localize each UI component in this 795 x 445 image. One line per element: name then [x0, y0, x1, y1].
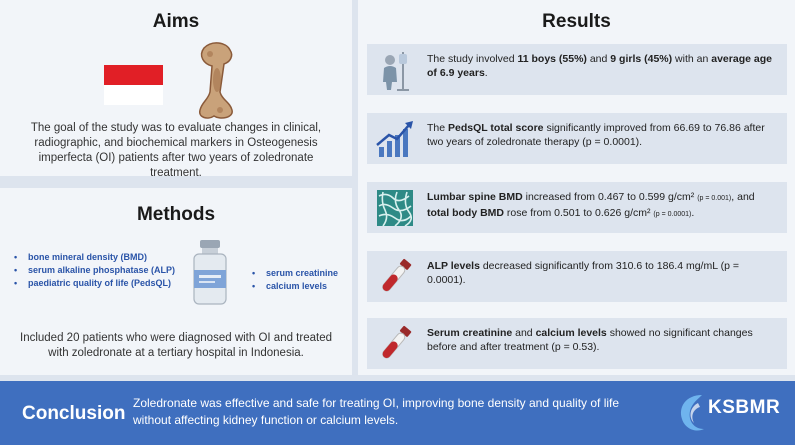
result-card-demographics: The study involved 11 boys (55%) and 9 g…: [367, 44, 787, 95]
list-item: paediatric quality of life (PedsQL): [12, 277, 175, 290]
ksbmr-logo-icon: [680, 395, 704, 431]
list-item: calcium levels: [250, 280, 338, 293]
result-card-creatinine: Serum creatinine and calcium levels show…: [367, 318, 787, 369]
indonesia-flag-icon: [104, 65, 163, 105]
logo-text: KSBMR: [708, 397, 781, 418]
blood-tube-icon: [382, 325, 412, 359]
ksbmr-logo: KSBMR: [676, 389, 788, 439]
femur-bone-icon: [199, 42, 233, 119]
conclusion-banner: Conclusion Zoledronate was effective and…: [0, 381, 795, 445]
list-item: serum creatinine: [250, 267, 338, 280]
growth-chart-icon: [376, 121, 413, 157]
conclusion-title: Conclusion: [22, 403, 126, 424]
bone-texture-icon: [377, 190, 413, 227]
conclusion-text: Zoledronate was effective and safe for t…: [133, 396, 620, 427]
aims-title: Aims: [152, 11, 200, 32]
aims-panel: Aims: [0, 0, 352, 176]
result-bmd-text: Lumbar spine BMD increased from 0.467 to…: [427, 191, 755, 219]
methods-title: Methods: [136, 204, 216, 225]
list-item: serum alkaline phosphatase (ALP): [12, 264, 175, 277]
methods-list-left: bone mineral density (BMD) serum alkalin…: [12, 251, 175, 290]
result-demographics-text: The study involved 11 boys (55%) and 9 g…: [427, 53, 772, 79]
result-card-alp: ALP levels decreased significantly from …: [367, 251, 787, 302]
result-alp-text: ALP levels decreased significantly from …: [427, 260, 739, 286]
medicine-vial-icon: [193, 240, 227, 305]
methods-text: Included 20 patients who were diagnosed …: [20, 332, 332, 359]
result-pedsql-text: The PedsQL total score significantly imp…: [427, 122, 765, 148]
list-item: bone mineral density (BMD): [12, 251, 175, 264]
patient-walker-icon: [383, 52, 409, 91]
result-creatinine-text: Serum creatinine and calcium levels show…: [427, 327, 753, 353]
blood-tube-icon: [382, 258, 412, 292]
result-card-pedsql: The PedsQL total score significantly imp…: [367, 113, 787, 164]
result-card-bmd: Lumbar spine BMD increased from 0.467 to…: [367, 182, 787, 233]
results-title: Results: [542, 11, 611, 32]
aims-text: The goal of the study was to evaluate ch…: [30, 122, 322, 179]
methods-list-right: serum creatinine calcium levels: [250, 267, 338, 293]
